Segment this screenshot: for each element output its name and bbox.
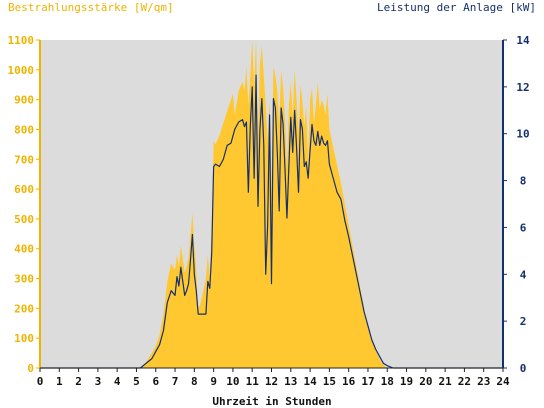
x-tick-label: 19 (400, 375, 413, 388)
x-tick-label: 18 (381, 375, 394, 388)
left-tick-label: 500 (14, 213, 34, 226)
x-tick-label: 4 (114, 375, 121, 388)
right-tick-label: 4 (520, 268, 527, 281)
x-tick-label: 7 (172, 375, 179, 388)
x-tick-label: 22 (458, 375, 471, 388)
x-tick-label: 20 (419, 375, 432, 388)
irradiance-area (40, 40, 503, 368)
x-tick-label: 11 (246, 375, 260, 388)
right-axis-title: Leistung der Anlage [kW] (377, 1, 536, 14)
right-tick-label: 12 (516, 81, 529, 94)
right-tick-label: 10 (516, 128, 529, 141)
left-tick-label: 1100 (8, 34, 35, 47)
x-tick-label: 17 (361, 375, 374, 388)
series-layer (40, 40, 503, 369)
x-tick-label: 16 (342, 375, 356, 388)
axes-layer: 0100200300400500600700800900100011000246… (8, 34, 530, 388)
left-tick-label: 800 (14, 123, 34, 136)
x-tick-label: 13 (284, 375, 297, 388)
left-tick-label: 900 (14, 94, 34, 107)
x-tick-label: 3 (95, 375, 102, 388)
left-tick-label: 100 (14, 332, 34, 345)
left-tick-label: 1000 (8, 64, 35, 77)
x-axis-title: Uhrzeit in Stunden (212, 395, 332, 408)
left-tick-label: 300 (14, 273, 34, 286)
x-tick-label: 9 (210, 375, 217, 388)
left-tick-label: 700 (14, 153, 34, 166)
x-tick-label: 0 (37, 375, 44, 388)
left-tick-label: 200 (14, 302, 34, 315)
x-tick-label: 5 (133, 375, 140, 388)
right-tick-label: 2 (520, 315, 527, 328)
x-tick-label: 14 (303, 375, 317, 388)
right-tick-label: 14 (516, 34, 530, 47)
x-tick-label: 12 (265, 375, 278, 388)
power-line (40, 74, 503, 369)
right-tick-label: 8 (520, 175, 527, 188)
right-tick-label: 6 (520, 221, 527, 234)
left-tick-label: 600 (14, 183, 34, 196)
x-tick-label: 23 (477, 375, 490, 388)
x-tick-label: 15 (323, 375, 336, 388)
x-tick-label: 24 (496, 375, 510, 388)
right-tick-label: 0 (520, 362, 527, 375)
x-tick-label: 21 (439, 375, 453, 388)
x-tick-label: 8 (191, 375, 198, 388)
x-tick-label: 6 (152, 375, 159, 388)
left-axis-title: Bestrahlungsstärke [W/qm] (8, 1, 174, 14)
x-tick-label: 10 (226, 375, 239, 388)
left-tick-label: 400 (14, 243, 34, 256)
x-tick-label: 2 (75, 375, 82, 388)
left-tick-label: 0 (27, 362, 34, 375)
x-tick-label: 1 (56, 375, 63, 388)
